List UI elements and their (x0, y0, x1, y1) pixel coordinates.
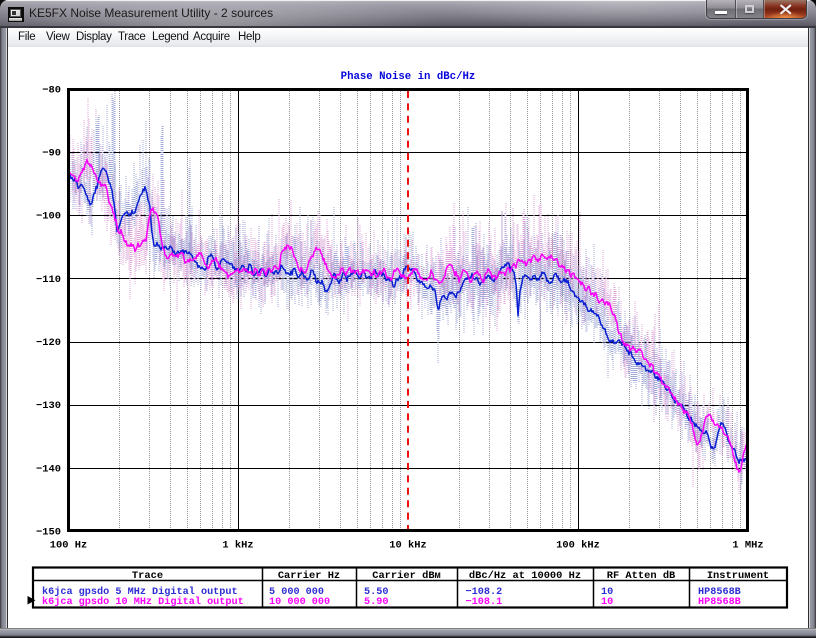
svg-text:−80: −80 (42, 84, 61, 96)
svg-text:−140: −140 (36, 463, 61, 475)
svg-text:−110: −110 (36, 274, 61, 286)
svg-text:k6jca gpsdo 5 MHz Digital outp: k6jca gpsdo 5 MHz Digital output (42, 586, 238, 598)
svg-text:10: 10 (601, 597, 613, 608)
svg-text:5.90: 5.90 (364, 597, 388, 608)
svg-text:10 000 000: 10 000 000 (269, 597, 330, 608)
svg-text:dBc/Hz at 10000 Hz: dBc/Hz at 10000 Hz (469, 570, 581, 582)
svg-text:Carrier Hz: Carrier Hz (278, 570, 340, 582)
svg-text:HP8568B: HP8568B (698, 587, 741, 598)
svg-text:HP8568B: HP8568B (698, 597, 741, 608)
svg-text:Phase Noise in dBc/Hz: Phase Noise in dBc/Hz (341, 71, 476, 83)
svg-text:10 kHz: 10 kHz (389, 540, 426, 552)
svg-text:−100: −100 (36, 211, 61, 223)
svg-text:−90: −90 (42, 148, 61, 160)
svg-text:RF Atten dB: RF Atten dB (607, 570, 676, 582)
svg-text:Instruмent: Instruмent (707, 570, 769, 582)
svg-text:10: 10 (601, 587, 613, 598)
svg-text:5.50: 5.50 (364, 587, 388, 598)
svg-text:−130: −130 (36, 400, 61, 412)
svg-text:100 Hz: 100 Hz (50, 540, 87, 552)
svg-text:100 kHz: 100 kHz (556, 540, 600, 552)
svg-text:5 000 000: 5 000 000 (269, 587, 324, 598)
svg-text:k6jca gpsdo 10 MHz Digital out: k6jca gpsdo 10 MHz Digital output (42, 596, 244, 608)
svg-text:−108.2: −108.2 (466, 587, 503, 598)
svg-text:Carrier dBм: Carrier dBм (372, 570, 441, 582)
svg-text:1 MHz: 1 MHz (732, 540, 763, 552)
svg-text:1 kHz: 1 kHz (222, 540, 253, 552)
svg-text:−150: −150 (36, 526, 61, 538)
svg-text:−120: −120 (36, 337, 61, 349)
svg-text:Trace: Trace (132, 570, 163, 582)
svg-text:−108.1: −108.1 (466, 597, 503, 608)
